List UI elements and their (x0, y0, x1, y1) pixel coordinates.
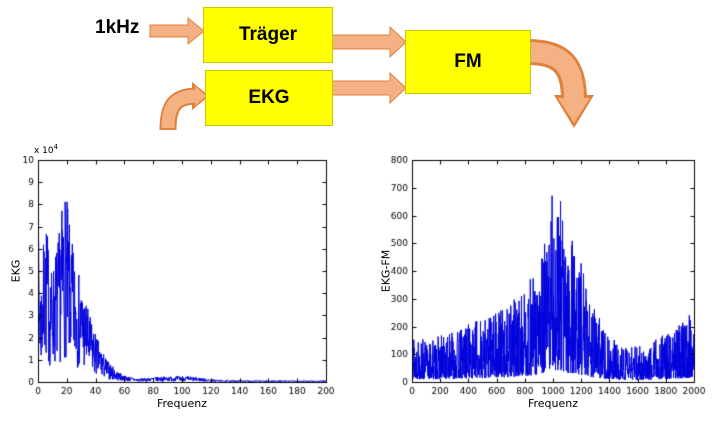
curved-arrow-fm-output (527, 39, 594, 128)
arrow-ekg-to-fm (330, 71, 407, 105)
chart-ekg-spectrum: x 104 EKG Frequenz (4, 142, 340, 422)
y-axis-exponent-label: x 104 (34, 143, 59, 156)
x-axis-label: Frequenz (156, 397, 208, 410)
arrow-1khz-to-traeger (149, 16, 205, 46)
block-ekg: EKG (205, 70, 333, 126)
ekg-fm-spectrum-plot (378, 156, 708, 396)
block-fm: FM (405, 30, 531, 94)
chart-ekg-fm-spectrum: EKG-FM Frequenz (378, 142, 708, 422)
arrow-traeger-to-fm (330, 25, 407, 59)
block-fm-label: FM (454, 51, 482, 72)
curved-arrow-into-ekg (159, 82, 209, 131)
arrows-layer (149, 16, 594, 131)
input-frequency-label: 1kHz (95, 17, 140, 38)
ekg-spectrum-plot (4, 156, 340, 396)
block-traeger-label: Träger (238, 24, 298, 45)
block-diagram: 1kHz Träger EKG FM (0, 0, 714, 140)
block-traeger: Träger (203, 7, 333, 63)
x-axis-label: Frequenz (527, 397, 579, 410)
block-ekg-label: EKG (248, 87, 290, 108)
